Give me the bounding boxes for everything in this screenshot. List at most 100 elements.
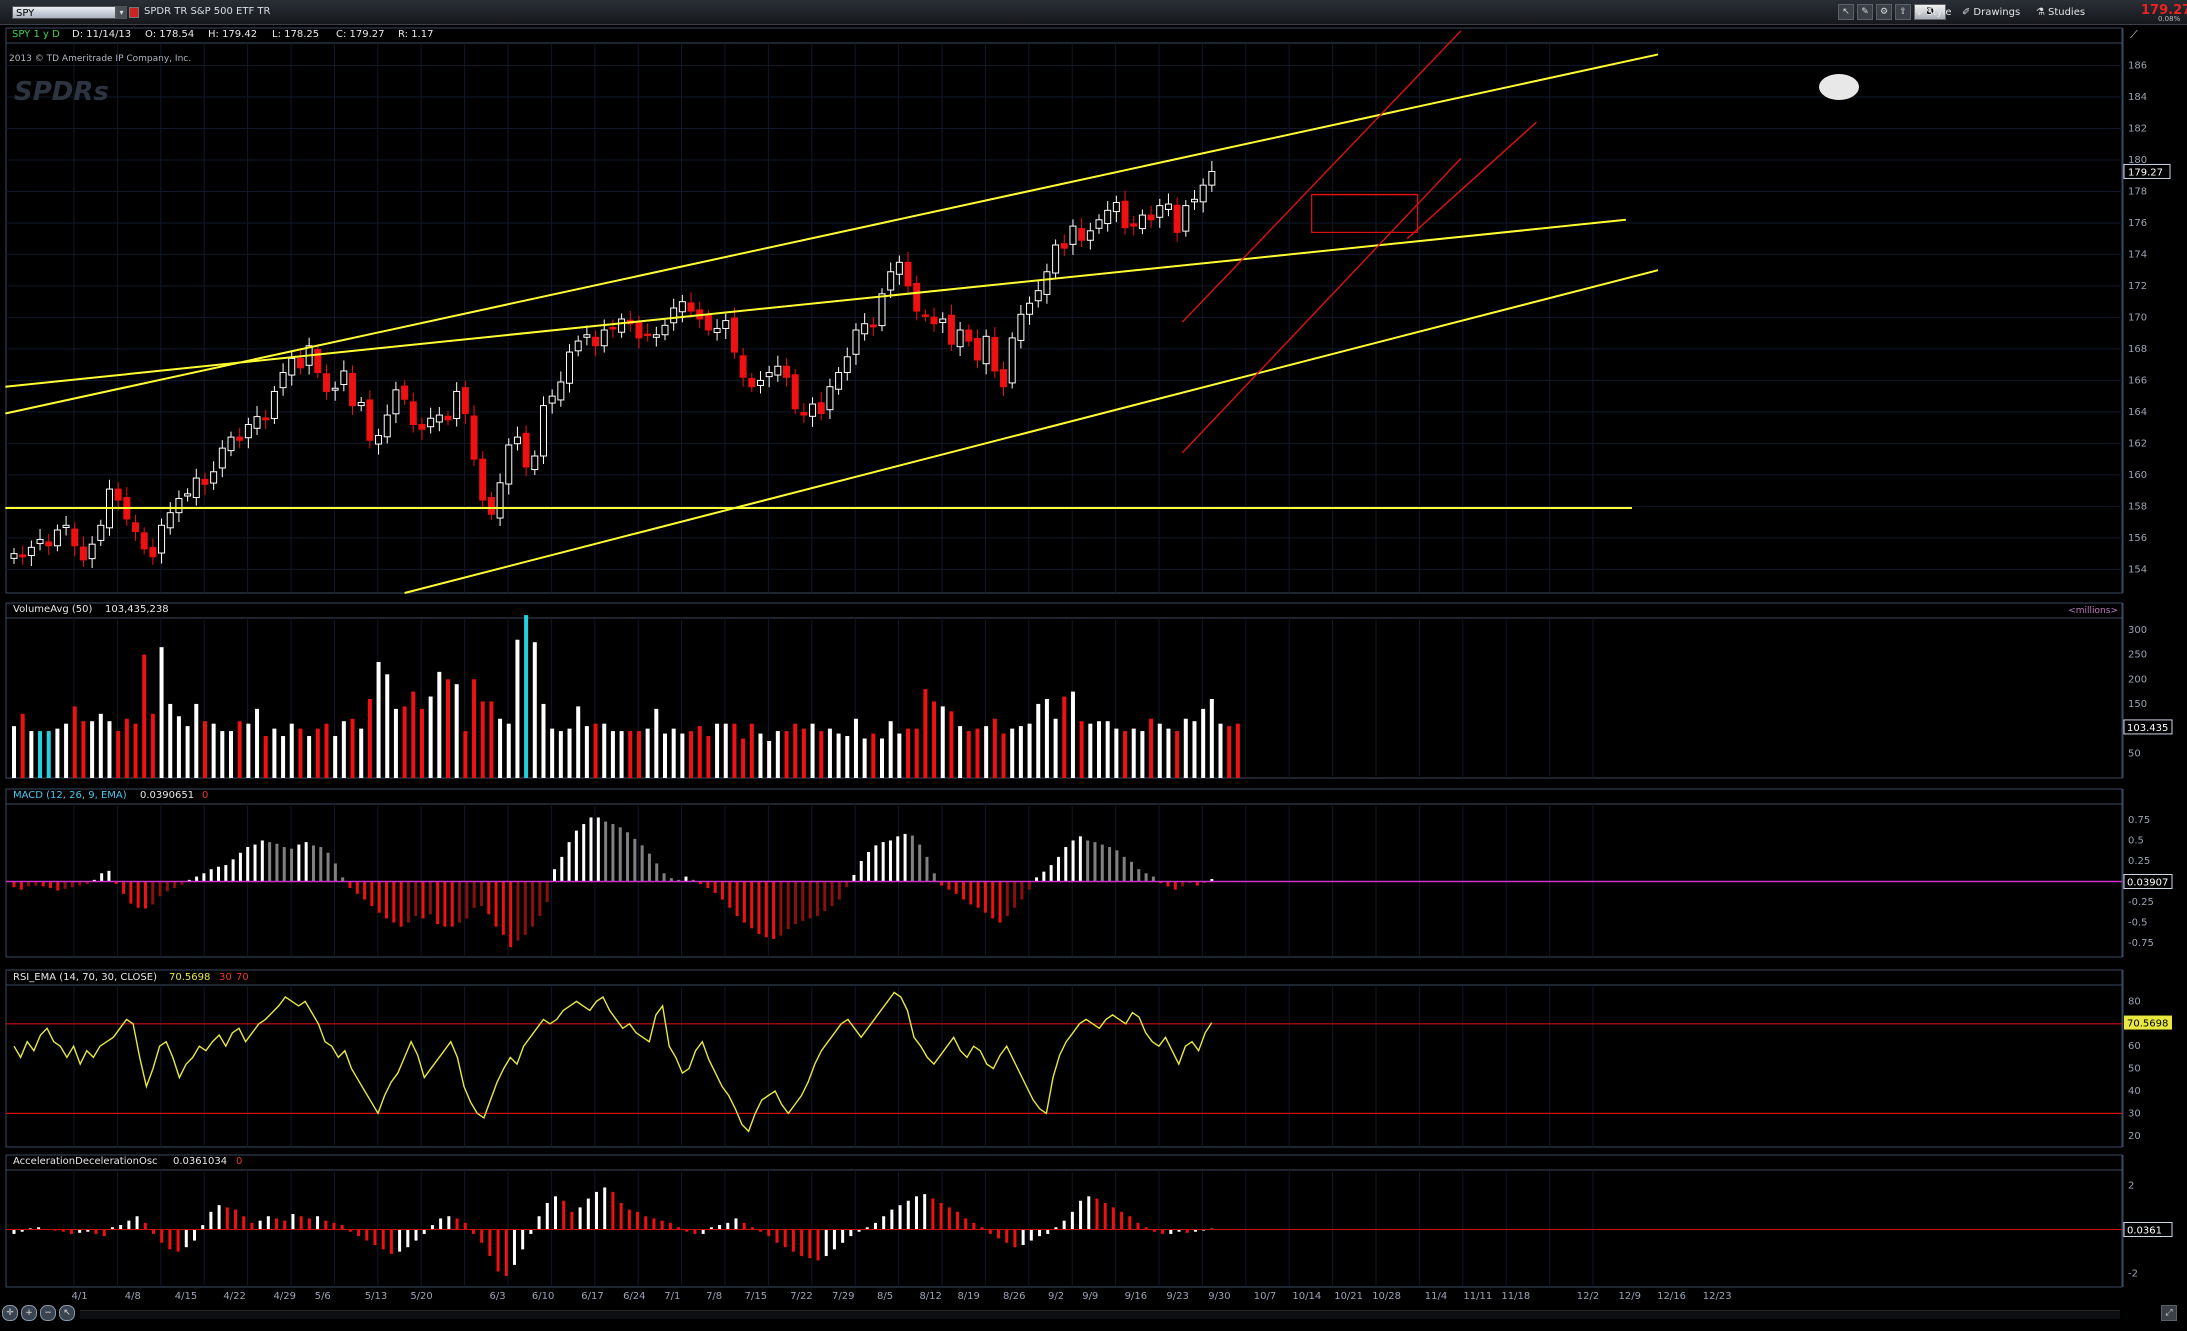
volume-bar (185, 726, 190, 778)
macd-bar (122, 881, 126, 894)
rsi-os: 70 (236, 972, 249, 983)
macd-bar (85, 881, 89, 884)
volume-bar (124, 718, 129, 778)
volume-bar (784, 731, 789, 778)
macd-bar (896, 836, 900, 882)
macd-bar (720, 881, 724, 900)
ac-bar (767, 1229, 771, 1237)
info-period: SPY 1 y D (12, 29, 60, 40)
macd-bar (1049, 865, 1053, 882)
cursor-icon[interactable]: ↖ (59, 1305, 75, 1321)
studies-menu-button[interactable]: ⚗ Studies (2036, 4, 2085, 20)
candle (349, 372, 357, 407)
macd-bar (34, 881, 38, 886)
macd-bar (479, 881, 483, 907)
volume-bar (871, 733, 876, 778)
volume-bar (1192, 721, 1197, 778)
macd-header: MACD (12, 26, 9, EMA) 0.0390651 0 (13, 790, 208, 801)
candle (1121, 200, 1129, 229)
macd-bar (764, 881, 768, 938)
ac-bar (69, 1229, 73, 1234)
volume-tick-label: 50 (2128, 748, 2141, 759)
candle (1078, 228, 1086, 241)
candle (1086, 230, 1094, 241)
macd-bar (217, 866, 221, 882)
macd-bar (253, 844, 257, 882)
candle (991, 337, 999, 372)
vol-header-bar (5, 602, 2123, 619)
macd-bar (78, 881, 82, 886)
symbol-input[interactable]: SPY (12, 6, 116, 19)
macd-bar (472, 881, 476, 908)
volume-bar (1131, 728, 1136, 778)
x-tick-label: 12/9 (1619, 1291, 1641, 1302)
ac-bar (53, 1229, 57, 1231)
ac-bar (677, 1227, 681, 1230)
volume-bar (984, 726, 989, 778)
macd-bar (903, 833, 907, 882)
ac-bar (496, 1229, 500, 1272)
price-panel[interactable] (5, 30, 1859, 594)
ac-bar (28, 1228, 32, 1230)
macd-bar (195, 876, 199, 882)
style-menu-button[interactable]: ✥ Style (1915, 4, 1952, 20)
macd-bar (1071, 840, 1075, 882)
rsi-tick-label: 50 (2128, 1064, 2141, 1075)
macd-bar (136, 881, 140, 908)
x-tick-label: 7/1 (664, 1291, 680, 1302)
share-icon[interactable]: ⇪ (1895, 4, 1911, 20)
macd-bar (735, 881, 739, 916)
ac-bar (488, 1229, 492, 1257)
x-tick-label: 9/9 (1082, 1291, 1098, 1302)
horizontal-scrollbar[interactable] (80, 1310, 2120, 1319)
ac-bar (800, 1229, 804, 1257)
volume-bar (367, 699, 372, 778)
ac-bar (471, 1229, 475, 1234)
candle (453, 390, 461, 420)
volume-bar (584, 726, 589, 778)
volume-bar (29, 731, 34, 778)
macd-bar (311, 845, 315, 882)
ac-bar (135, 1216, 139, 1230)
volume-bar (454, 684, 459, 778)
volume-bar (949, 711, 954, 778)
candle (817, 402, 825, 414)
symbol-dropdown-button[interactable]: ▾ (116, 6, 127, 19)
volume-bar (1079, 721, 1084, 778)
zoom-in-icon[interactable]: + (21, 1305, 37, 1321)
macd-bar (392, 881, 396, 923)
x-tick-label: 6/17 (581, 1291, 603, 1302)
volume-bar (159, 647, 164, 778)
macd-bar (794, 881, 798, 925)
volume-bar (680, 733, 685, 778)
volume-bar (1036, 703, 1041, 778)
expand-icon[interactable]: ⤢ (2161, 1305, 2177, 1321)
pointer-tool-icon[interactable]: ↖ (1838, 4, 1854, 20)
candle (1199, 184, 1207, 203)
candle (236, 436, 244, 441)
zoom-out-icon[interactable]: − (40, 1305, 56, 1321)
macd-bar (143, 881, 147, 909)
ac-bar (562, 1200, 566, 1230)
candle (1208, 170, 1216, 186)
crosshair-tool-icon[interactable]: ✎ (1857, 4, 1873, 20)
macd-tick-label: 0.25 (2128, 856, 2150, 867)
candle (427, 417, 435, 428)
pan-icon[interactable]: ✛ (2, 1305, 18, 1321)
volume-bar (229, 731, 233, 778)
candle (496, 482, 504, 519)
rsi-header: RSI_EMA (14, 70, 30, CLOSE) 70.5698 30 7… (13, 972, 249, 983)
ac-bar (734, 1218, 738, 1230)
ac-bar (119, 1225, 123, 1230)
candle (375, 435, 383, 445)
settings-icon[interactable]: ⚙ (1876, 4, 1892, 20)
volume-bar (376, 661, 381, 778)
volume-bar (524, 615, 529, 778)
aggregation-button[interactable]: D (1914, 4, 1946, 20)
ac-oscillator-panel (6, 1187, 2122, 1276)
symbol-alert-icon[interactable] (129, 7, 139, 18)
volume-bar (272, 728, 277, 778)
drawings-menu-button[interactable]: ✐ Drawings (1962, 4, 2020, 20)
macd-bar (823, 881, 827, 912)
